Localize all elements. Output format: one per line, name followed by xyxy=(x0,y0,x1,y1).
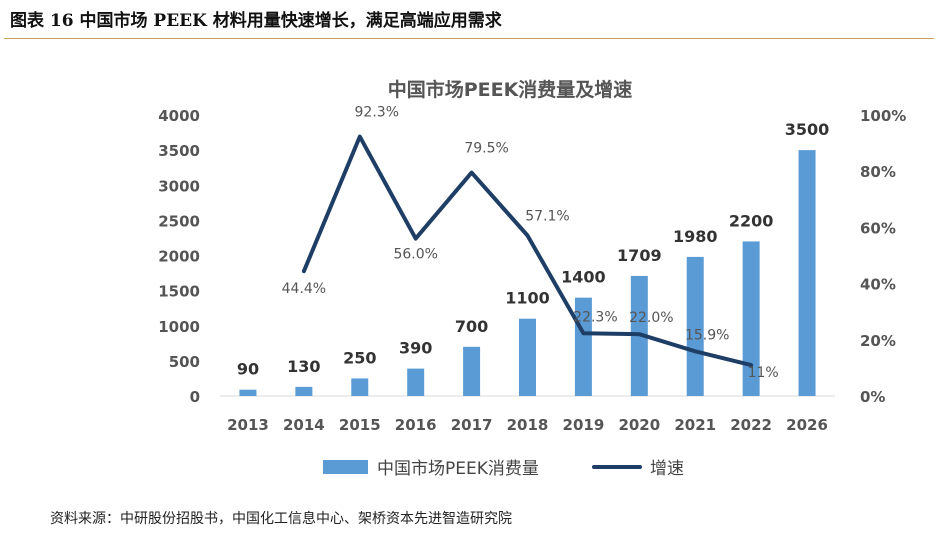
bar-data-label: 250 xyxy=(343,348,376,367)
x-tick-label: 2022 xyxy=(730,416,772,434)
bar-data-label: 3500 xyxy=(785,120,830,139)
y-left-tick-label: 0 xyxy=(190,388,200,406)
y-left-tick-label: 2500 xyxy=(158,212,200,230)
bar-data-label: 1980 xyxy=(673,227,718,246)
y-right-tick-label: 20% xyxy=(860,332,896,350)
x-tick-label: 2019 xyxy=(563,416,605,434)
line-data-label: 15.9% xyxy=(685,327,729,343)
bar-data-label: 1100 xyxy=(505,289,550,308)
bar-data-label: 700 xyxy=(455,317,488,336)
bar-data-label: 390 xyxy=(399,339,432,358)
chart-title: 中国市场PEEK消费量及增速 xyxy=(388,78,633,101)
bar-data-label: 1400 xyxy=(561,268,606,287)
line-data-label: 56.0% xyxy=(393,247,437,263)
y-left-tick-label: 4000 xyxy=(158,107,200,125)
legend-bar-swatch xyxy=(323,460,368,474)
line-data-label: 44.4% xyxy=(282,281,326,297)
title-divider xyxy=(4,38,934,39)
legend-bar-label: 中国市场PEEK消费量 xyxy=(377,459,539,479)
y-right-tick-label: 80% xyxy=(860,163,896,181)
y-left-tick-label: 1500 xyxy=(158,283,200,301)
x-tick-label: 2020 xyxy=(618,416,660,434)
x-tick-label: 2015 xyxy=(339,416,381,434)
legend-line-label: 增速 xyxy=(650,459,684,479)
bar-data-label: 130 xyxy=(287,357,320,376)
y-left-tick-label: 3500 xyxy=(158,142,200,160)
bar xyxy=(519,318,536,396)
x-tick-label: 2016 xyxy=(395,416,437,434)
y-left-tick-label: 3000 xyxy=(158,177,200,195)
y-right-tick-label: 60% xyxy=(860,219,896,237)
line-data-label: 22.3% xyxy=(573,309,617,325)
bar xyxy=(798,150,816,396)
line-data-label: 92.3% xyxy=(355,105,399,121)
bar-data-label: 2200 xyxy=(729,211,774,230)
x-tick-label: 2013 xyxy=(227,416,269,434)
y-left-tick-label: 500 xyxy=(169,353,200,371)
y-left-tick-label: 1000 xyxy=(158,318,200,336)
x-tick-label: 2017 xyxy=(451,416,493,434)
line-data-label: 79.5% xyxy=(464,141,508,157)
bar xyxy=(295,386,313,396)
bar xyxy=(686,256,704,396)
bar xyxy=(463,346,481,396)
bar xyxy=(742,241,760,396)
figure-title: 图表 16 中国市场 PEEK 材料用量快速增长，满足高端应用需求 xyxy=(10,11,502,31)
y-right-tick-label: 100% xyxy=(860,107,906,125)
bar-data-label: 90 xyxy=(237,360,259,379)
bar xyxy=(239,389,257,396)
bar xyxy=(407,368,425,396)
x-tick-label: 2018 xyxy=(507,416,549,434)
growth-line xyxy=(301,134,754,368)
x-tick-label: 2014 xyxy=(283,416,325,434)
line-data-label: 22.0% xyxy=(629,310,673,326)
source-note: 资料来源：中研股份招股书，中国化工信息中心、架桥资本先进智造研究院 xyxy=(50,511,512,527)
y-right-tick-label: 0% xyxy=(860,388,885,406)
bar-data-label: 1709 xyxy=(617,246,662,265)
y-left-tick-label: 2000 xyxy=(158,248,200,266)
x-tick-label: 2026 xyxy=(786,416,828,434)
y-right-tick-label: 40% xyxy=(860,276,896,294)
x-tick-label: 2021 xyxy=(674,416,716,434)
line-data-label: 57.1% xyxy=(525,209,569,225)
line-data-label: 11% xyxy=(748,365,779,381)
bar xyxy=(351,378,369,396)
